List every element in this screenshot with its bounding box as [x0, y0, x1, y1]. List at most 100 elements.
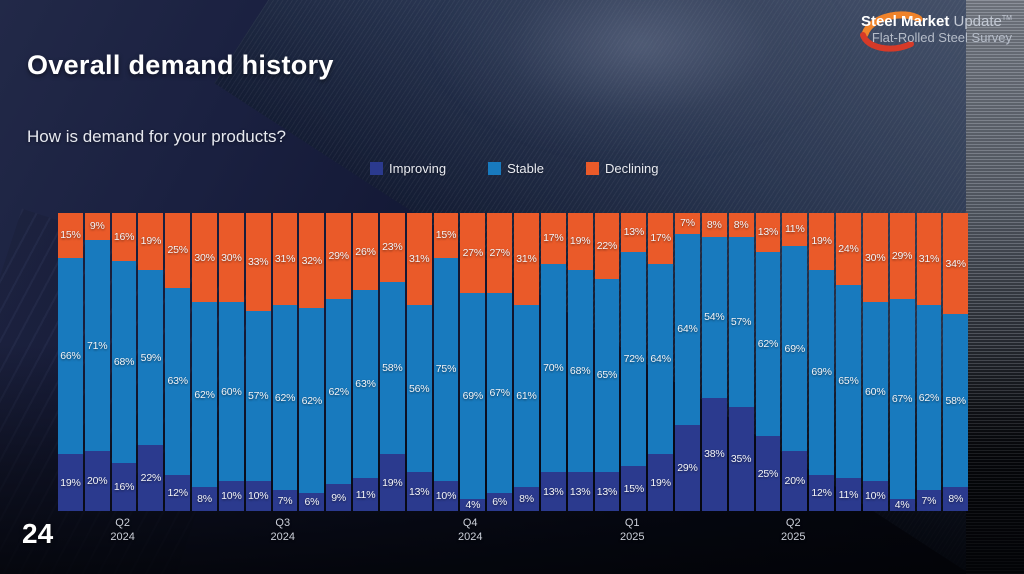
segment-value-label: 22% — [140, 472, 162, 485]
bar-34-segment-improving: 8% — [943, 487, 969, 511]
segment-value-label: 13% — [569, 485, 591, 498]
bar-21-segment-stable: 65% — [594, 278, 620, 473]
segment-value-label: 8% — [197, 493, 212, 506]
segment-value-label: 72% — [623, 353, 645, 365]
segment-value-label: 15% — [435, 229, 457, 242]
bar-26-segment-declining: 8% — [728, 213, 754, 237]
segment-value-label: 16% — [113, 481, 135, 494]
segment-value-label: 11% — [355, 488, 376, 501]
chart-legend: Improving Stable Declining — [370, 161, 658, 176]
bar-21-segment-improving: 13% — [594, 472, 620, 511]
bar-24-segment-declining: 7% — [675, 213, 700, 234]
bar-4-segment-declining: 19% — [138, 213, 164, 270]
bar-3-segment-stable: 68% — [111, 260, 137, 464]
bar-1-segment-improving: 19% — [58, 454, 83, 511]
bar-9: 31% 62% 7% — [272, 213, 298, 511]
segment-value-label: 62% — [328, 385, 349, 398]
bar-31-segment-declining: 30% — [862, 213, 888, 303]
segment-value-label: 69% — [811, 366, 832, 379]
bar-2-segment-stable: 71% — [84, 239, 110, 452]
bar-26-segment-stable: 57% — [728, 236, 754, 407]
segment-value-label: 62% — [274, 391, 296, 404]
bar-6-segment-declining: 30% — [192, 213, 217, 303]
bar-23-segment-stable: 64% — [648, 263, 674, 455]
segment-value-label: 60% — [865, 385, 886, 398]
segment-value-label: 25% — [167, 244, 189, 257]
segment-value-label: 9% — [89, 220, 105, 233]
segment-value-label: 30% — [221, 251, 242, 264]
bar-20-segment-stable: 68% — [567, 269, 593, 473]
bar-5-segment-stable: 63% — [165, 287, 191, 476]
segment-value-label: 19% — [60, 476, 81, 489]
bar-11-segment-improving: 9% — [326, 484, 352, 511]
bar-18-segment-improving: 8% — [514, 487, 539, 511]
segment-value-label: 13% — [543, 485, 564, 498]
segment-value-label: 9% — [331, 491, 347, 504]
bar-10-segment-improving: 6% — [299, 493, 325, 511]
logo-tagline: Flat-Rolled Steel Survey — [871, 29, 1012, 45]
logo-brand-bold: Steel Market — [860, 13, 950, 30]
segment-value-label: 63% — [167, 375, 189, 388]
segment-value-label: 13% — [596, 485, 618, 498]
bar-1-segment-declining: 15% — [58, 213, 83, 258]
segment-value-label: 11% — [784, 223, 805, 236]
segment-value-label: 25% — [757, 467, 779, 480]
segment-value-label: 63% — [355, 378, 376, 391]
segment-value-label: 8% — [733, 218, 749, 231]
segment-value-label: 68% — [113, 355, 135, 368]
segment-value-label: 70% — [543, 361, 564, 374]
legend-label: Stable — [507, 161, 544, 176]
bar-3-segment-improving: 16% — [111, 463, 137, 511]
bar-31: 30% 60% 10% — [862, 213, 888, 511]
segment-value-label: 58% — [945, 394, 967, 407]
bar-27-segment-stable: 62% — [755, 251, 781, 437]
segment-value-label: 19% — [382, 476, 403, 489]
bar-13-segment-stable: 58% — [379, 281, 405, 455]
segment-value-label: 67% — [891, 393, 913, 406]
segment-value-label: 33% — [247, 256, 269, 269]
segment-value-label: 17% — [543, 232, 564, 245]
bar-19: 17% 70% 13% — [540, 213, 566, 511]
x-axis-label-q2-2024: Q2 2024 — [110, 517, 135, 544]
segment-value-label: 31% — [274, 253, 296, 266]
segment-value-label: 13% — [623, 226, 645, 239]
segment-value-label: 10% — [247, 490, 269, 503]
bar-28-segment-declining: 11% — [782, 213, 808, 246]
bar-25: 8% 54% 38% — [701, 213, 727, 511]
bar-23-segment-improving: 19% — [648, 454, 674, 511]
bar-33-segment-improving: 7% — [916, 490, 942, 511]
bar-15-segment-declining: 15% — [433, 213, 459, 258]
bar-22-segment-improving: 15% — [621, 466, 647, 511]
x-axis-label-q1-2025: Q1 2025 — [619, 517, 645, 544]
bar-2-segment-declining: 9% — [84, 213, 110, 240]
segment-value-label: 10% — [435, 490, 457, 503]
segment-value-label: 69% — [784, 342, 806, 355]
smu-swoosh-icon — [859, 11, 923, 52]
segment-value-label: 12% — [167, 487, 189, 500]
bar-34-segment-declining: 34% — [943, 213, 969, 315]
x-axis-label-q2-2025: Q2 2025 — [781, 517, 806, 544]
bar-6-segment-stable: 62% — [192, 302, 217, 488]
legend-label: Declining — [604, 161, 659, 176]
bar-29: 19% 69% 12% — [809, 213, 835, 511]
bar-15-segment-improving: 10% — [433, 481, 459, 511]
segment-value-label: 22% — [596, 239, 618, 252]
segment-value-label: 71% — [87, 339, 108, 352]
bar-14-segment-stable: 56% — [406, 305, 432, 473]
bar-29-segment-declining: 19% — [809, 213, 835, 270]
bar-9-segment-improving: 7% — [272, 490, 298, 511]
bar-9-segment-stable: 62% — [272, 305, 298, 491]
bar-5-segment-improving: 12% — [165, 475, 191, 511]
segment-value-label: 12% — [811, 487, 832, 500]
segment-value-label: 56% — [408, 382, 430, 395]
segment-value-label: 8% — [948, 493, 964, 506]
bar-27: 13% 62% 25% — [755, 213, 781, 511]
segment-value-label: 17% — [650, 232, 671, 245]
segment-value-label: 8% — [706, 218, 722, 231]
bar-33: 31% 62% 7% — [916, 213, 942, 511]
bar-31-segment-improving: 10% — [862, 481, 888, 511]
bar-10-segment-declining: 32% — [299, 213, 325, 309]
segment-value-label: 19% — [811, 235, 832, 248]
bar-3-segment-declining: 16% — [111, 213, 137, 261]
segment-value-label: 15% — [623, 482, 645, 495]
